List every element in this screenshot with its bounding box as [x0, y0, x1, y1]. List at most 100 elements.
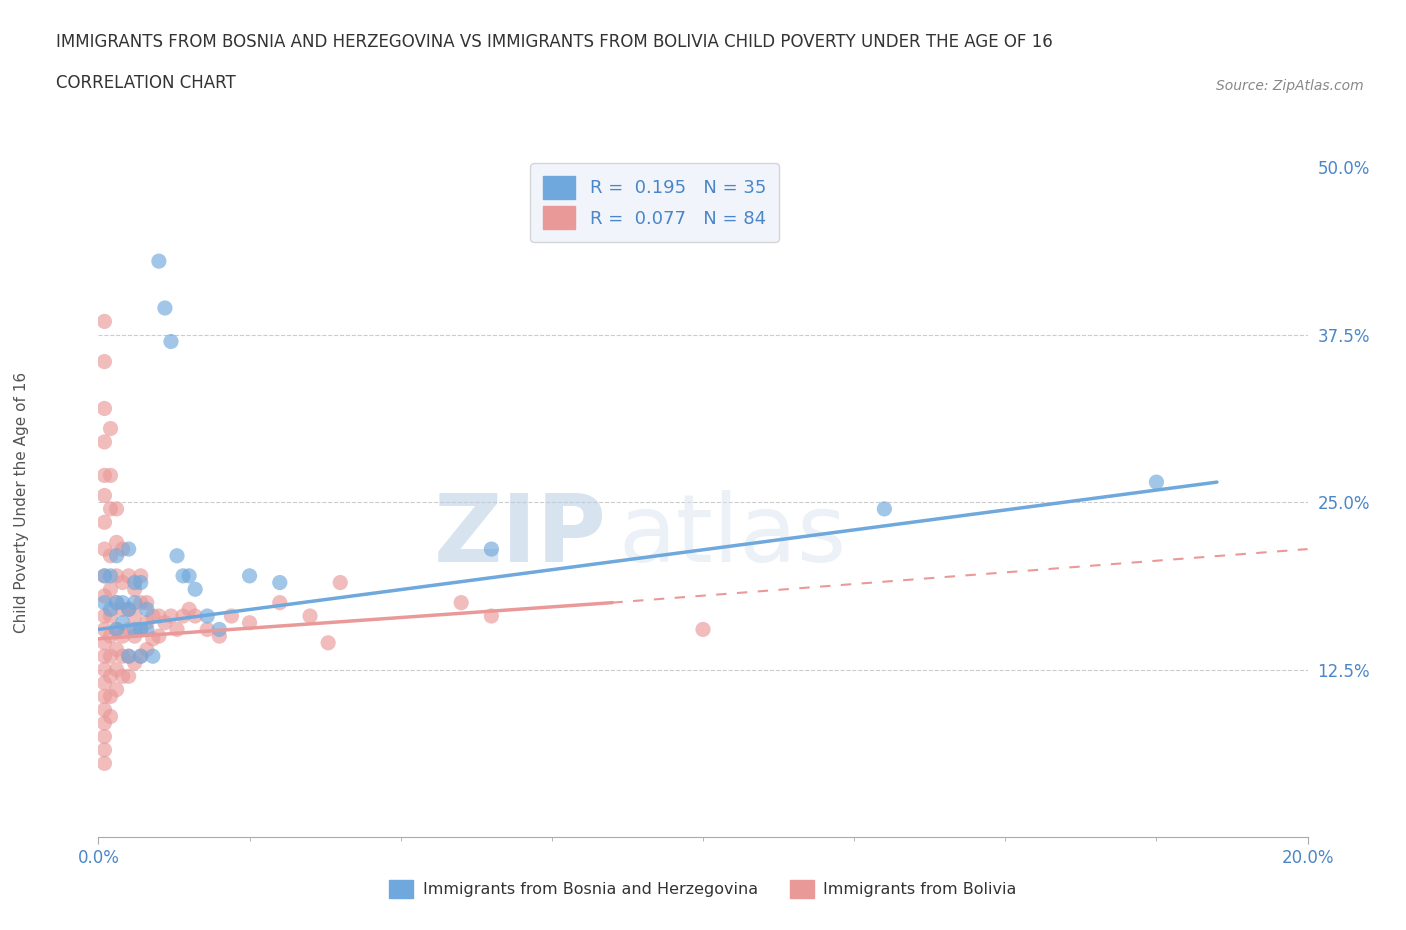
Text: atlas: atlas: [619, 490, 846, 581]
Point: [148, 254, 170, 269]
Point: [118, 649, 141, 664]
Point: [184, 582, 207, 597]
Point: [124, 582, 146, 597]
Point: [316, 635, 339, 650]
Point: [93, 635, 115, 650]
Point: [124, 608, 146, 623]
Point: [93, 568, 115, 583]
Point: [105, 595, 128, 610]
Point: [148, 608, 170, 623]
Point: [105, 549, 128, 564]
Point: [93, 622, 115, 637]
Point: [129, 622, 152, 637]
Point: [100, 689, 122, 704]
Point: [118, 649, 141, 664]
Point: [692, 622, 714, 637]
Point: [239, 616, 262, 631]
Point: [93, 608, 115, 623]
Point: [93, 589, 115, 604]
Point: [100, 669, 122, 684]
Text: Source: ZipAtlas.com: Source: ZipAtlas.com: [1216, 79, 1364, 93]
Point: [450, 595, 472, 610]
Point: [93, 515, 115, 530]
Point: [105, 622, 128, 637]
Point: [100, 649, 122, 664]
Legend: Immigrants from Bosnia and Herzegovina, Immigrants from Bolivia: Immigrants from Bosnia and Herzegovina, …: [381, 871, 1025, 906]
Point: [148, 629, 170, 644]
Point: [100, 421, 122, 436]
Point: [93, 314, 115, 329]
Point: [93, 354, 115, 369]
Point: [129, 649, 152, 664]
Point: [111, 669, 134, 684]
Point: [111, 616, 134, 631]
Point: [93, 468, 115, 483]
Point: [118, 602, 141, 617]
Point: [105, 595, 128, 610]
Point: [118, 622, 141, 637]
Point: [93, 742, 115, 757]
Point: [160, 334, 183, 349]
Point: [481, 541, 503, 556]
Point: [105, 622, 128, 637]
Point: [172, 608, 194, 623]
Point: [100, 568, 122, 583]
Point: [195, 608, 218, 623]
Text: CORRELATION CHART: CORRELATION CHART: [56, 74, 236, 92]
Text: IMMIGRANTS FROM BOSNIA AND HERZEGOVINA VS IMMIGRANTS FROM BOLIVIA CHILD POVERTY : IMMIGRANTS FROM BOSNIA AND HERZEGOVINA V…: [56, 33, 1053, 50]
Point: [93, 595, 115, 610]
Point: [105, 642, 128, 657]
Point: [124, 622, 146, 637]
Point: [100, 709, 122, 724]
Point: [153, 300, 176, 315]
Point: [269, 595, 291, 610]
Point: [118, 602, 141, 617]
Point: [111, 575, 134, 590]
Point: [105, 568, 128, 583]
Point: [93, 401, 115, 416]
Point: [105, 501, 128, 516]
Point: [105, 535, 128, 550]
Point: [111, 595, 134, 610]
Point: [100, 501, 122, 516]
Point: [93, 756, 115, 771]
Point: [129, 622, 152, 637]
Point: [129, 575, 152, 590]
Point: [135, 595, 157, 610]
Point: [873, 501, 896, 516]
Point: [100, 582, 122, 597]
Point: [100, 602, 122, 617]
Point: [481, 608, 503, 623]
Point: [135, 616, 157, 631]
Point: [100, 468, 122, 483]
Point: [93, 729, 115, 744]
Point: [111, 541, 134, 556]
Point: [135, 622, 157, 637]
Point: [93, 716, 115, 731]
Point: [177, 568, 201, 583]
Point: [93, 689, 115, 704]
Point: [160, 608, 183, 623]
Point: [129, 649, 152, 664]
Point: [93, 675, 115, 690]
Point: [111, 629, 134, 644]
Point: [142, 631, 165, 646]
Point: [142, 649, 165, 664]
Point: [100, 608, 122, 623]
Point: [93, 662, 115, 677]
Point: [239, 568, 262, 583]
Point: [105, 683, 128, 698]
Point: [129, 595, 152, 610]
Point: [177, 602, 201, 617]
Point: [93, 541, 115, 556]
Point: [118, 669, 141, 684]
Point: [184, 608, 207, 623]
Point: [208, 622, 231, 637]
Point: [111, 602, 134, 617]
Point: [100, 549, 122, 564]
Point: [124, 595, 146, 610]
Point: [124, 575, 146, 590]
Point: [124, 629, 146, 644]
Point: [195, 622, 218, 637]
Point: [172, 568, 194, 583]
